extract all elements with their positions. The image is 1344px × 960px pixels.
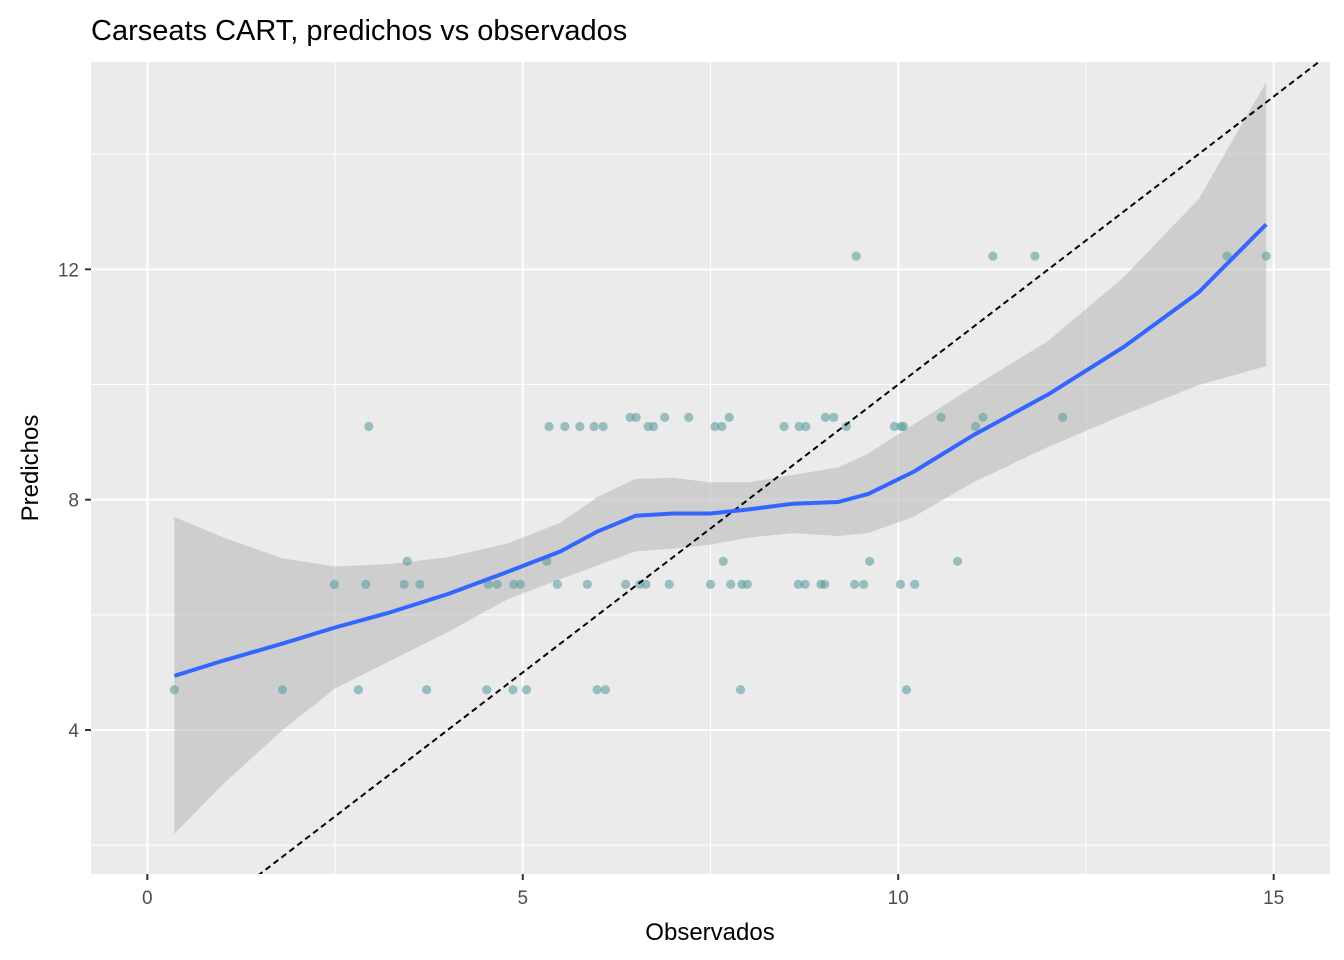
data-point (631, 412, 641, 422)
chart-title: Carseats CART, predichos vs observados (91, 15, 627, 47)
identity-reference-line (258, 62, 1321, 874)
data-point (859, 579, 869, 589)
data-point (361, 579, 371, 589)
data-point (1058, 412, 1068, 422)
data-point (582, 579, 592, 589)
data-point (277, 685, 288, 695)
data-point (1030, 251, 1040, 261)
data-point (641, 579, 651, 589)
data-point (865, 556, 875, 566)
data-point (399, 579, 409, 589)
data-point (1261, 251, 1271, 261)
data-point (850, 579, 860, 589)
data-point (482, 685, 492, 695)
data-point (735, 685, 746, 695)
data-point (598, 421, 608, 432)
data-point (970, 421, 981, 432)
data-point (717, 421, 727, 432)
x-axis-title: Observados (645, 919, 774, 946)
data-point (820, 412, 830, 422)
data-point (841, 421, 852, 432)
data-point (936, 412, 946, 422)
data-point (684, 412, 694, 422)
data-point (364, 421, 374, 432)
data-point (952, 556, 963, 566)
data-point (898, 421, 909, 432)
data-point (521, 685, 532, 695)
data-point (353, 685, 363, 695)
data-point (660, 412, 670, 422)
y-axis-title: Predichos (17, 415, 44, 522)
data-point (978, 412, 988, 422)
scatter-points (169, 251, 1271, 695)
data-point (718, 556, 728, 566)
data-point (895, 579, 906, 589)
data-point (422, 685, 432, 695)
data-point (592, 685, 602, 695)
y-tick-label: 4 (68, 721, 79, 742)
data-point (648, 421, 659, 432)
data-point (910, 579, 920, 589)
data-point (621, 579, 631, 589)
data-point (508, 685, 518, 695)
y-tick-label: 12 (58, 260, 79, 281)
grid-major (91, 62, 1330, 874)
x-axis: 0 5 10 15 (142, 874, 1284, 909)
data-point (988, 251, 998, 261)
data-point (664, 579, 674, 589)
data-point (560, 421, 570, 432)
data-point (779, 421, 789, 432)
x-tick-label: 0 (142, 888, 153, 909)
plot-layers (169, 62, 1321, 874)
data-point (169, 685, 179, 695)
data-point (589, 421, 599, 432)
data-point (492, 579, 502, 589)
x-tick-label: 10 (888, 888, 909, 909)
data-point (800, 579, 810, 589)
data-point (820, 579, 830, 589)
smooth-trend-line (173, 222, 1268, 678)
data-point (742, 579, 752, 589)
data-point (724, 412, 734, 422)
data-point (710, 421, 720, 432)
x-tick-label: 15 (1263, 888, 1284, 909)
data-point (515, 579, 526, 589)
y-axis: 4 8 12 (58, 260, 91, 742)
data-point (509, 579, 519, 589)
data-point (544, 421, 554, 432)
x-tick-label: 5 (517, 888, 528, 909)
data-point (402, 556, 412, 566)
data-point (575, 421, 585, 432)
data-point (600, 685, 610, 695)
data-point (483, 579, 493, 589)
data-point (851, 251, 861, 261)
data-point (901, 685, 912, 695)
data-point (552, 579, 562, 589)
data-point (829, 412, 839, 422)
data-point (801, 421, 811, 432)
data-point (889, 421, 900, 432)
data-point (329, 579, 339, 589)
data-point (705, 579, 716, 589)
data-point (1222, 251, 1232, 261)
data-point (794, 421, 804, 432)
data-point (726, 579, 736, 589)
data-point (415, 579, 425, 589)
data-point (793, 579, 803, 589)
y-tick-label: 8 (68, 491, 79, 512)
